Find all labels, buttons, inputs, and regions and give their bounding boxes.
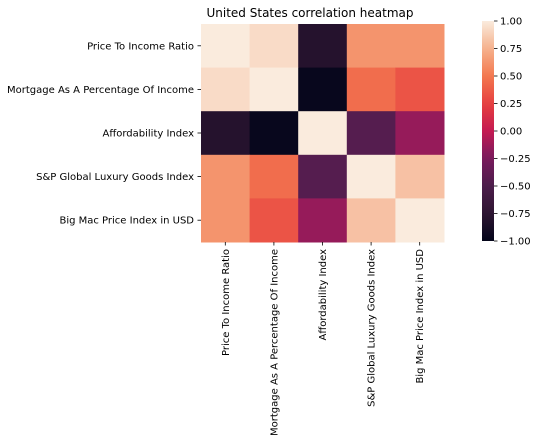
colorbar-ticks: 1.00 0.75 0.50 0.25 0.00 −0.25 −0.50 −0.75 −1.00 bbox=[494, 17, 531, 248]
colorbar-tick-label: −0.50 bbox=[500, 182, 531, 193]
heatmap-cell bbox=[249, 67, 299, 112]
heatmap-cell bbox=[298, 198, 348, 243]
heatmap-cell bbox=[346, 24, 396, 69]
heatmap-cell bbox=[346, 67, 396, 112]
colorbar-tick-label: −0.75 bbox=[500, 209, 531, 220]
column-label: Affordability Index bbox=[318, 249, 329, 341]
row-label: Big Mac Price Index in USD bbox=[59, 216, 194, 227]
heatmap-cell bbox=[346, 198, 396, 243]
heatmap-cell bbox=[395, 198, 445, 243]
heatmap-cell bbox=[298, 111, 348, 156]
heatmap-cell bbox=[201, 198, 251, 243]
heatmap-cell bbox=[249, 111, 299, 156]
column-label: Mortgage As A Percentage Of Income bbox=[269, 249, 280, 436]
column-label: Big Mac Price Index in USD bbox=[415, 249, 426, 384]
column-label: S&P Global Luxury Goods Index bbox=[367, 249, 378, 407]
colorbar-tick-label: 0.00 bbox=[500, 127, 522, 138]
heatmap-cell bbox=[201, 24, 251, 69]
colorbar-tick-label: 0.50 bbox=[500, 72, 522, 83]
heatmap-cell bbox=[298, 154, 348, 199]
row-label: Price To Income Ratio bbox=[87, 41, 194, 52]
chart-title: United States correlation heatmap bbox=[207, 6, 414, 20]
heatmap-cell bbox=[298, 24, 348, 69]
column-labels: Price To Income Ratio Mortgage As A Perce… bbox=[221, 242, 426, 436]
heatmap-cell bbox=[395, 24, 445, 69]
row-label: S&P Global Luxury Goods Index bbox=[36, 172, 194, 183]
heatmap-cell bbox=[249, 24, 299, 69]
heatmap-cells bbox=[201, 24, 445, 243]
column-label: Price To Income Ratio bbox=[221, 249, 232, 356]
heatmap-cell bbox=[346, 111, 396, 156]
colorbar bbox=[482, 21, 494, 241]
heatmap-cell bbox=[395, 67, 445, 112]
colorbar-tick-label: 0.75 bbox=[500, 44, 522, 55]
heatmap-cell bbox=[298, 67, 348, 112]
heatmap-cell bbox=[249, 154, 299, 199]
row-label: Affordability Index bbox=[103, 129, 195, 140]
colorbar-tick-label: −0.25 bbox=[500, 154, 531, 165]
heatmap-cell bbox=[201, 67, 251, 112]
heatmap-cell bbox=[395, 154, 445, 199]
heatmap-cell bbox=[249, 198, 299, 243]
heatmap-cell bbox=[201, 154, 251, 199]
colorbar-tick-label: 0.25 bbox=[500, 99, 522, 110]
colorbar-tick-label: 1.00 bbox=[500, 17, 522, 28]
row-label: Mortgage As A Percentage Of Income bbox=[7, 85, 194, 96]
heatmap-cell bbox=[201, 111, 251, 156]
row-labels: Price To Income Ratio Mortgage As A Perce… bbox=[7, 41, 201, 227]
colorbar-tick-label: −1.00 bbox=[500, 237, 531, 248]
heatmap-cell bbox=[395, 111, 445, 156]
heatmap-cell bbox=[346, 154, 396, 199]
